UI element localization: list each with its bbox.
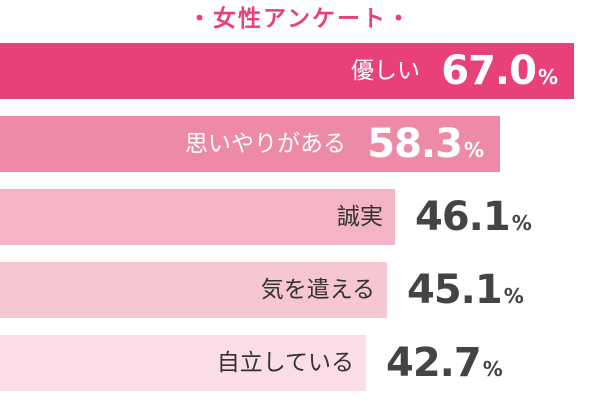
value-label-4: 45.1% — [407, 262, 524, 318]
value-unit: % — [537, 65, 558, 89]
bar-2 — [0, 116, 500, 172]
value-unit: % — [463, 138, 484, 162]
value-unit: % — [511, 211, 532, 235]
value-unit: % — [503, 284, 524, 308]
bar-1 — [0, 43, 574, 99]
bar-3 — [0, 189, 395, 245]
category-label-4: 気を遣える — [260, 277, 375, 303]
value-label-2: 58.3% — [367, 116, 484, 172]
value-label-1: 67.0% — [441, 43, 558, 99]
value-label-3: 46.1% — [415, 189, 532, 245]
category-label-1: 優しい — [351, 58, 420, 84]
value-number: 67.0 — [441, 48, 537, 94]
bar-4 — [0, 262, 387, 318]
value-unit: % — [482, 357, 503, 381]
category-label-2: 思いやりがある — [185, 131, 346, 157]
bar-5 — [0, 335, 366, 391]
category-label-3: 誠実 — [337, 204, 383, 230]
value-label-5: 42.7% — [386, 335, 503, 391]
value-number: 58.3 — [367, 121, 463, 167]
value-number: 42.7 — [386, 340, 482, 386]
category-label-5: 自立している — [216, 350, 354, 376]
chart-title: ・女性アンケート・ — [187, 6, 413, 32]
value-number: 45.1 — [407, 267, 503, 313]
value-number: 46.1 — [415, 194, 511, 240]
